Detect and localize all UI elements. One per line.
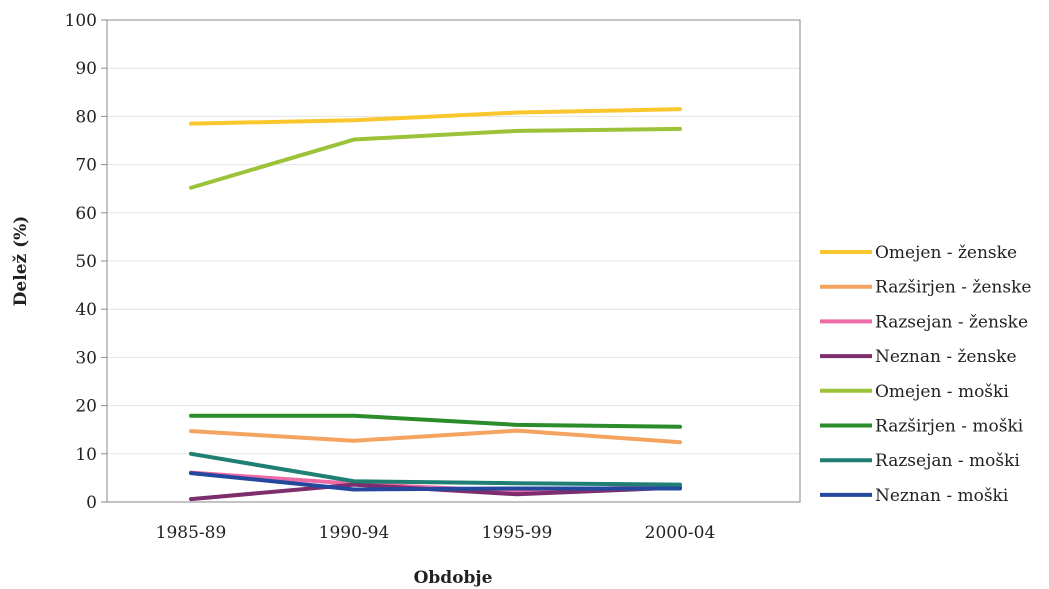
x-axis-ticks: 1985-89 1990-94 1995-99 2000-04 [156, 523, 716, 543]
series-line [189, 413, 682, 429]
y-axis-ticks: 0 10 20 30 40 50 60 70 80 90 100 [65, 11, 107, 513]
series-line [189, 451, 682, 487]
y-tick-label: 20 [75, 397, 97, 417]
y-tick-label: 40 [75, 300, 97, 320]
legend-label: Omejen - ženske [875, 243, 1017, 263]
y-axis-title: Delež (%) [11, 216, 31, 307]
y-tick-label: 70 [75, 156, 97, 176]
y-tick-label: 90 [75, 59, 97, 79]
legend-label: Razsejan - ženske [875, 312, 1028, 332]
legend-label: Razsejan - moški [875, 451, 1020, 471]
x-tick-label: 1985-89 [156, 523, 227, 543]
y-tick-label: 80 [75, 107, 97, 127]
y-tick-label: 0 [86, 493, 97, 513]
legend-label: Neznan - ženske [875, 347, 1017, 367]
legend: Omejen - ženske Razširjen - ženske Razseja… [820, 243, 1031, 506]
series-lines [189, 107, 682, 502]
x-axis-title: Obdobje [414, 568, 493, 588]
series-line [189, 471, 682, 492]
series-line [189, 107, 682, 126]
legend-label: Razširjen - moški [875, 417, 1024, 437]
y-tick-label: 10 [75, 445, 97, 465]
y-tick-label: 50 [75, 252, 97, 272]
legend-label: Omejen - moški [875, 382, 1009, 402]
x-tick-label: 1995-99 [482, 523, 553, 543]
y-tick-label: 60 [75, 204, 97, 224]
x-tick-label: 2000-04 [645, 523, 716, 543]
y-tick-label: 30 [75, 348, 97, 368]
legend-label: Razširjen - ženske [875, 278, 1031, 298]
y-tick-label: 100 [65, 11, 97, 31]
series-line [189, 126, 682, 190]
legend-label: Neznan - moški [875, 486, 1009, 506]
gridlines [107, 67, 800, 455]
x-tick-label: 1990-94 [319, 523, 390, 543]
series-line [189, 428, 682, 445]
